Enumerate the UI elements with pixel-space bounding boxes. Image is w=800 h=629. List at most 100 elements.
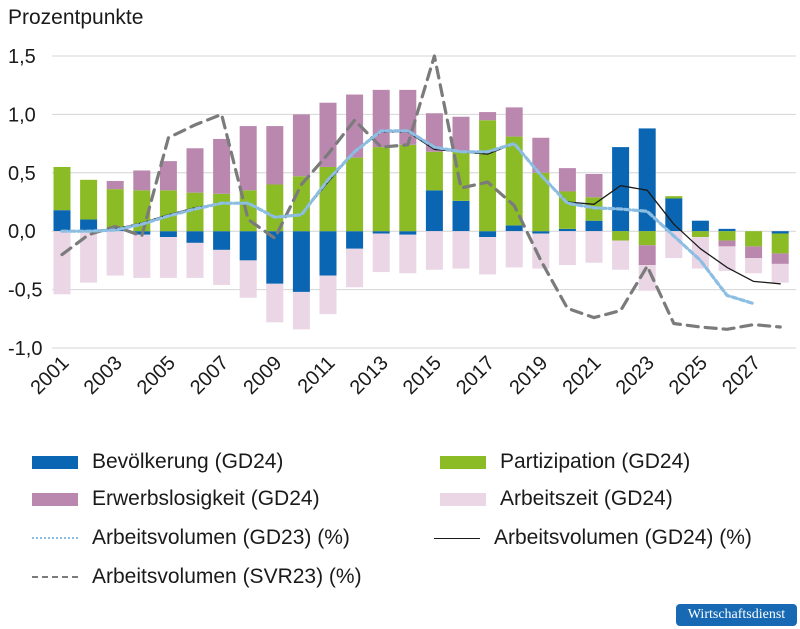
bar-segment — [532, 233, 550, 269]
bar-segment — [638, 231, 656, 246]
bar-segment — [479, 120, 497, 232]
bar-segment — [585, 231, 603, 263]
y-tick-label: 0,5 — [8, 163, 36, 185]
bar-segment — [372, 89, 390, 148]
bar-segment — [585, 220, 603, 232]
bar-segment — [372, 231, 390, 234]
bar-segment — [106, 180, 124, 190]
bar-segment — [505, 225, 523, 232]
bar-segment — [718, 240, 736, 247]
legend-label: Arbeitsvolumen (SVR23) (%) — [92, 565, 362, 588]
series-line — [60, 129, 756, 306]
x-tick-label: 2003 — [80, 352, 127, 399]
bar-segment — [425, 231, 443, 270]
bar-segment — [213, 193, 231, 232]
x-tick-label: 2015 — [399, 352, 446, 399]
bar-segment — [558, 231, 576, 266]
bar-segment — [372, 147, 390, 232]
bar-segment — [53, 210, 71, 232]
x-tick-label: 2019 — [505, 352, 552, 399]
bar-segment — [718, 231, 736, 241]
x-tick-label: 2025 — [665, 352, 712, 399]
bar-segment — [558, 228, 576, 232]
bar-segment — [266, 231, 284, 284]
y-tick-label: -0,5 — [8, 280, 42, 302]
bar-segment — [186, 231, 204, 243]
bar-segment — [346, 231, 364, 249]
bar-segment — [745, 258, 763, 274]
x-tick-label: 2023 — [612, 352, 659, 399]
bar-segment — [532, 172, 550, 232]
bar-segment — [558, 168, 576, 192]
legend-item-svr23: Arbeitsvolumen (SVR23) (%) — [32, 565, 362, 589]
bar-segment — [638, 128, 656, 232]
bar-segment — [638, 245, 656, 266]
bar-segment — [159, 190, 177, 232]
bar-segment — [292, 114, 310, 177]
bar-segment — [532, 137, 550, 173]
bar-segment — [80, 219, 98, 232]
legend-swatch — [32, 492, 78, 506]
bar-segment — [186, 148, 204, 193]
chart-area: Prozentpunkte -1,0 -0,5 0,0 0,5 1,0 1,5 2001 2… — [8, 6, 796, 399]
bar-segment — [266, 126, 284, 185]
bar-segment — [665, 231, 683, 259]
bar-segment — [771, 263, 789, 283]
bar-segment — [159, 161, 177, 191]
bar-segment — [425, 190, 443, 232]
bar-segment — [239, 126, 257, 191]
legend-line-swatch — [434, 537, 480, 539]
x-tick-label: 2005 — [133, 352, 180, 399]
y-tick-label: 0,0 — [8, 221, 36, 243]
bar-segment — [80, 231, 98, 283]
bar-segment — [505, 107, 523, 137]
bar-segment — [80, 179, 98, 220]
bar-segment — [346, 94, 364, 158]
bars — [53, 89, 789, 330]
bar-segment — [346, 248, 364, 288]
bar-segment — [691, 231, 709, 238]
bar-segment — [505, 231, 523, 268]
bar-segment — [106, 231, 124, 276]
bar-segment — [399, 231, 417, 235]
legend-label: Arbeitsvolumen (GD24) (%) — [494, 526, 752, 549]
legend-item-gd24: Arbeitsvolumen (GD24) (%) — [434, 526, 752, 550]
bar-segment — [319, 231, 337, 276]
bar-segment — [745, 246, 763, 259]
bar-segment — [266, 283, 284, 323]
x-tick-label: 2011 — [294, 352, 340, 398]
bar-segment — [399, 234, 417, 274]
bar-segment — [452, 116, 470, 152]
bar-segment — [319, 102, 337, 167]
bar-segment — [612, 231, 630, 241]
x-tick-label: 2021 — [559, 352, 606, 399]
legend-line-swatch — [32, 576, 78, 578]
bar-segment — [745, 231, 763, 247]
bar-segment — [691, 220, 709, 232]
series-lines — [60, 54, 782, 331]
bar-segment — [53, 231, 71, 295]
bar-segment — [213, 138, 231, 194]
bar-segment — [532, 231, 550, 234]
y-tick-label: 1,5 — [8, 46, 36, 68]
legend-item-bevoelkerung: Bevölkerung (GD24) — [32, 450, 283, 474]
bar-segment — [346, 157, 364, 232]
bar-segment — [319, 166, 337, 232]
bar-segment — [425, 113, 443, 152]
x-tick-label: 2009 — [239, 352, 286, 399]
bar-segment — [239, 231, 257, 261]
x-tick-label: 2027 — [718, 352, 765, 399]
y-tick-label: 1,0 — [8, 104, 36, 126]
bar-segment — [665, 196, 683, 199]
legend-item-arbeitszeit: Arbeitszeit (GD24) — [440, 487, 673, 511]
legend-swatch — [440, 455, 486, 469]
legend-item-partizipation: Partizipation (GD24) — [440, 450, 690, 474]
bar-segment — [585, 173, 603, 198]
bar-segment — [399, 144, 417, 232]
legend-label: Arbeitsvolumen (GD23) (%) — [92, 526, 350, 549]
x-tick-labels: 2001 2003 2005 2007 2009 2011 2013 2015 2017 2019… — [27, 352, 766, 399]
bar-segment — [718, 228, 736, 232]
y-tick-labels: -1,0 -0,5 0,0 0,5 1,0 1,5 — [8, 46, 42, 360]
bar-segment — [133, 190, 151, 232]
bar-segment — [133, 234, 151, 278]
